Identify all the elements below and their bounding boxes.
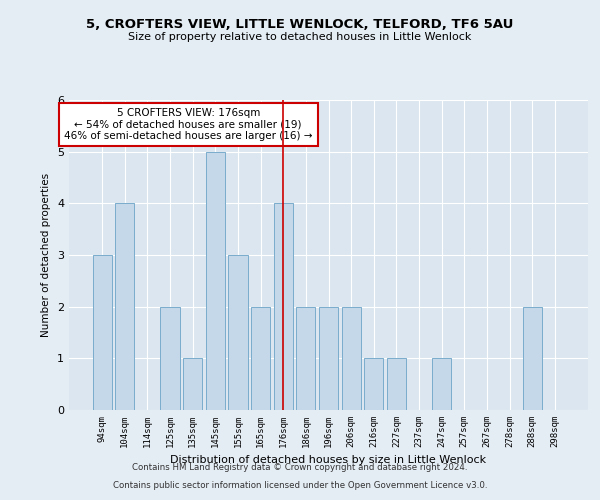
X-axis label: Distribution of detached houses by size in Little Wenlock: Distribution of detached houses by size … <box>170 456 487 466</box>
Bar <box>92 255 112 410</box>
Bar <box>296 306 316 410</box>
Bar <box>341 306 361 410</box>
Bar <box>206 152 225 410</box>
Text: 5, CROFTERS VIEW, LITTLE WENLOCK, TELFORD, TF6 5AU: 5, CROFTERS VIEW, LITTLE WENLOCK, TELFOR… <box>86 18 514 30</box>
Bar <box>160 306 180 410</box>
Bar <box>251 306 270 410</box>
Bar <box>274 204 293 410</box>
Bar <box>364 358 383 410</box>
Bar <box>319 306 338 410</box>
Bar <box>387 358 406 410</box>
Bar <box>432 358 451 410</box>
Text: Size of property relative to detached houses in Little Wenlock: Size of property relative to detached ho… <box>128 32 472 42</box>
Bar <box>229 255 248 410</box>
Bar <box>115 204 134 410</box>
Text: Contains HM Land Registry data © Crown copyright and database right 2024.: Contains HM Land Registry data © Crown c… <box>132 464 468 472</box>
Text: 5 CROFTERS VIEW: 176sqm
← 54% of detached houses are smaller (19)
46% of semi-de: 5 CROFTERS VIEW: 176sqm ← 54% of detache… <box>64 108 313 141</box>
Y-axis label: Number of detached properties: Number of detached properties <box>41 173 52 337</box>
Bar <box>183 358 202 410</box>
Bar <box>523 306 542 410</box>
Text: Contains public sector information licensed under the Open Government Licence v3: Contains public sector information licen… <box>113 481 487 490</box>
